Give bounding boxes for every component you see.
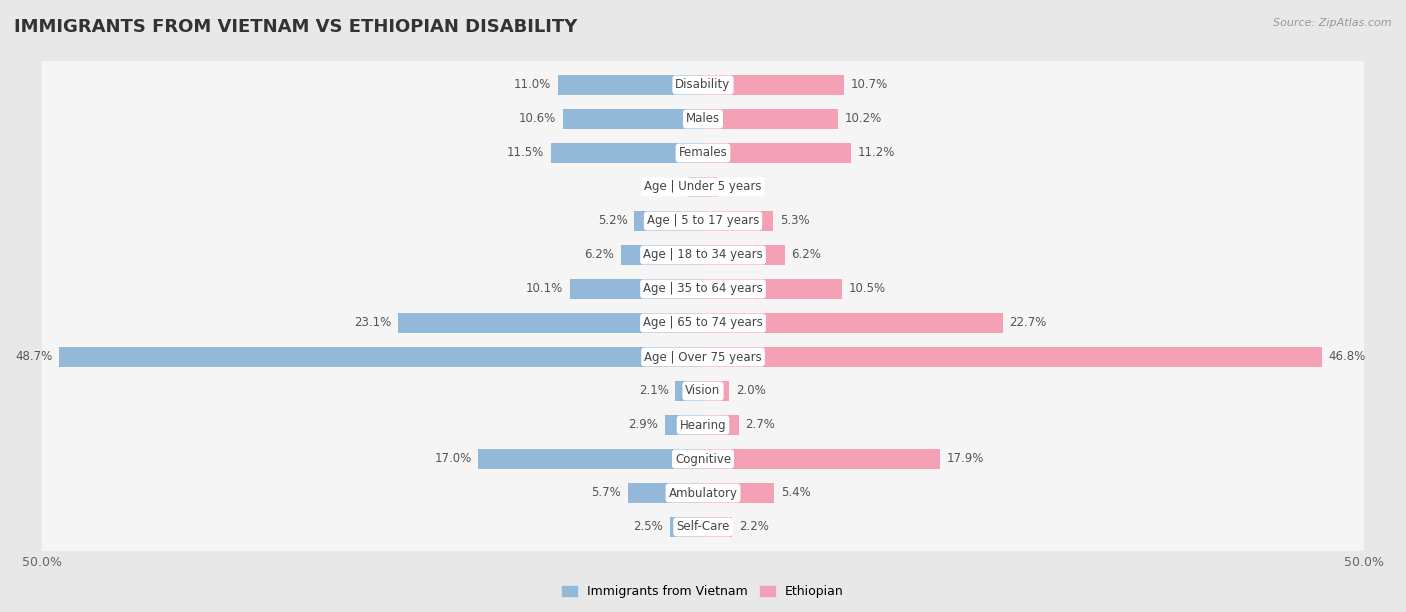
- Bar: [675, 381, 703, 401]
- Text: Females: Females: [679, 146, 727, 160]
- Text: 1.1%: 1.1%: [724, 181, 754, 193]
- Text: 22.7%: 22.7%: [1010, 316, 1047, 329]
- FancyBboxPatch shape: [38, 297, 1368, 349]
- Text: Age | 65 to 74 years: Age | 65 to 74 years: [643, 316, 763, 329]
- Text: 2.2%: 2.2%: [738, 520, 769, 534]
- Text: 2.1%: 2.1%: [638, 384, 669, 398]
- FancyBboxPatch shape: [38, 161, 1368, 213]
- Text: 10.1%: 10.1%: [526, 283, 562, 296]
- Text: Source: ZipAtlas.com: Source: ZipAtlas.com: [1274, 18, 1392, 28]
- Bar: [669, 517, 703, 537]
- Text: Self-Care: Self-Care: [676, 520, 730, 534]
- Text: 5.2%: 5.2%: [598, 214, 627, 228]
- Bar: [558, 75, 703, 95]
- Bar: [703, 245, 785, 265]
- FancyBboxPatch shape: [38, 59, 1368, 111]
- Bar: [703, 381, 730, 401]
- FancyBboxPatch shape: [38, 365, 1368, 417]
- Text: Age | Over 75 years: Age | Over 75 years: [644, 351, 762, 364]
- Text: Age | Under 5 years: Age | Under 5 years: [644, 181, 762, 193]
- Text: 10.5%: 10.5%: [848, 283, 886, 296]
- Text: Disability: Disability: [675, 78, 731, 92]
- Bar: [569, 279, 703, 299]
- FancyBboxPatch shape: [38, 127, 1368, 179]
- FancyBboxPatch shape: [38, 467, 1368, 519]
- Text: 11.2%: 11.2%: [858, 146, 896, 160]
- Text: 10.2%: 10.2%: [845, 113, 882, 125]
- FancyBboxPatch shape: [38, 263, 1368, 315]
- Bar: [665, 415, 703, 435]
- Text: 11.5%: 11.5%: [508, 146, 544, 160]
- Bar: [703, 109, 838, 129]
- Text: Age | 5 to 17 years: Age | 5 to 17 years: [647, 214, 759, 228]
- Text: 5.7%: 5.7%: [592, 487, 621, 499]
- Text: Males: Males: [686, 113, 720, 125]
- Bar: [627, 483, 703, 503]
- Text: 17.9%: 17.9%: [946, 452, 984, 466]
- Text: 2.9%: 2.9%: [628, 419, 658, 431]
- Text: IMMIGRANTS FROM VIETNAM VS ETHIOPIAN DISABILITY: IMMIGRANTS FROM VIETNAM VS ETHIOPIAN DIS…: [14, 18, 578, 36]
- Bar: [562, 109, 703, 129]
- Bar: [703, 143, 851, 163]
- Text: 2.7%: 2.7%: [745, 419, 775, 431]
- FancyBboxPatch shape: [38, 399, 1368, 451]
- FancyBboxPatch shape: [38, 331, 1368, 383]
- Text: 11.0%: 11.0%: [513, 78, 551, 92]
- FancyBboxPatch shape: [38, 195, 1368, 247]
- Bar: [478, 449, 703, 469]
- FancyBboxPatch shape: [38, 93, 1368, 145]
- Bar: [703, 313, 1002, 333]
- Text: Hearing: Hearing: [679, 419, 727, 431]
- Text: 48.7%: 48.7%: [15, 351, 53, 364]
- Bar: [703, 279, 842, 299]
- Text: 10.7%: 10.7%: [851, 78, 889, 92]
- Bar: [703, 347, 1322, 367]
- Text: Age | 35 to 64 years: Age | 35 to 64 years: [643, 283, 763, 296]
- FancyBboxPatch shape: [38, 501, 1368, 553]
- Text: 46.8%: 46.8%: [1329, 351, 1365, 364]
- Bar: [703, 449, 939, 469]
- Bar: [689, 177, 703, 197]
- Bar: [634, 211, 703, 231]
- Bar: [398, 313, 703, 333]
- Text: 5.4%: 5.4%: [780, 487, 811, 499]
- FancyBboxPatch shape: [38, 229, 1368, 281]
- Text: 23.1%: 23.1%: [354, 316, 391, 329]
- Text: 6.2%: 6.2%: [585, 248, 614, 261]
- FancyBboxPatch shape: [38, 433, 1368, 485]
- Text: Ambulatory: Ambulatory: [668, 487, 738, 499]
- Text: 1.1%: 1.1%: [652, 181, 682, 193]
- Bar: [703, 517, 733, 537]
- Text: 6.2%: 6.2%: [792, 248, 821, 261]
- Bar: [703, 211, 773, 231]
- Text: 17.0%: 17.0%: [434, 452, 471, 466]
- Text: 2.0%: 2.0%: [737, 384, 766, 398]
- Bar: [551, 143, 703, 163]
- Legend: Immigrants from Vietnam, Ethiopian: Immigrants from Vietnam, Ethiopian: [557, 580, 849, 603]
- Text: Cognitive: Cognitive: [675, 452, 731, 466]
- Text: 2.5%: 2.5%: [634, 520, 664, 534]
- Bar: [703, 177, 717, 197]
- Text: Age | 18 to 34 years: Age | 18 to 34 years: [643, 248, 763, 261]
- Bar: [703, 75, 845, 95]
- Text: Vision: Vision: [685, 384, 721, 398]
- Bar: [703, 483, 775, 503]
- Bar: [703, 415, 738, 435]
- Text: 10.6%: 10.6%: [519, 113, 557, 125]
- Text: 5.3%: 5.3%: [780, 214, 810, 228]
- Bar: [59, 347, 703, 367]
- Bar: [621, 245, 703, 265]
